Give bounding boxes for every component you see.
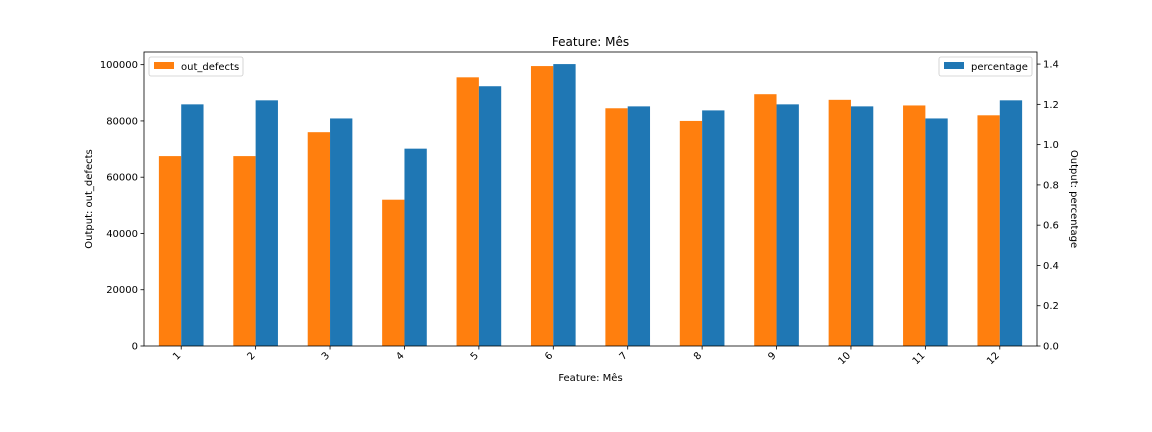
x-tick-label: 9: [766, 350, 778, 362]
bar-out-defects-3: [307, 132, 331, 346]
bar-out-defects-6: [530, 66, 554, 346]
plot-frame: [143, 51, 1038, 347]
bar-out-defects-12: [977, 115, 1000, 346]
left-y-axis: 0 20000 40000 60000 80000 100000: [100, 60, 144, 353]
bar-out-defects-7: [605, 108, 628, 346]
x-tick-label: 6: [543, 350, 555, 362]
bar-percentage-4: [404, 148, 427, 346]
bar-percentage-11: [925, 118, 948, 346]
percentage-bars: [181, 64, 1023, 347]
right-y-tick-label: 0.4: [1043, 261, 1059, 272]
legend-label-percentage: percentage: [971, 62, 1028, 73]
bar-percentage-6: [553, 64, 576, 347]
x-tick-label: 1: [171, 350, 183, 362]
x-tick-label: 12: [985, 350, 1002, 367]
legend-box: [148, 56, 244, 77]
bar-percentage-9: [776, 104, 799, 346]
chart-title: Feature: Mês: [552, 35, 629, 49]
right-y-tick-label: 0.0: [1043, 342, 1059, 353]
legend-label-out-defects: out_defects: [181, 62, 239, 73]
x-axis-label: Feature: Mês: [558, 372, 622, 384]
left-y-axis-label: Output: out_defects: [84, 149, 95, 248]
right-y-tick-label: 1.2: [1043, 100, 1059, 111]
x-tick-label: 11: [911, 350, 928, 367]
bar-percentage-12: [999, 100, 1023, 346]
x-tick-label: 2: [245, 350, 257, 362]
right-y-tick-label: 0.6: [1043, 221, 1059, 232]
right-y-tick-label: 1.4: [1043, 60, 1059, 71]
left-y-tick-label: 80000: [106, 116, 138, 127]
bar-out-defects-9: [754, 94, 777, 346]
bar-percentage-1: [181, 104, 204, 346]
bar-out-defects-1: [158, 156, 182, 346]
right-y-tick-label: 0.8: [1043, 180, 1059, 191]
legend-box: [938, 56, 1033, 77]
x-tick-label: 5: [469, 350, 481, 362]
left-y-tick-label: 0: [132, 342, 138, 353]
left-y-tick-label: 60000: [106, 173, 138, 184]
bar-percentage-8: [702, 110, 725, 346]
bar-percentage-10: [850, 106, 874, 346]
bar-out-defects-5: [456, 77, 479, 347]
out-defects-bars: [158, 66, 1000, 347]
x-tick-label: 7: [618, 350, 630, 362]
bar-out-defects-11: [903, 105, 926, 346]
bar-out-defects-2: [233, 156, 256, 346]
right-y-axis-label: Output: percentage: [1068, 150, 1079, 248]
right-y-tick-label: 1.0: [1043, 140, 1059, 151]
left-y-tick-label: 100000: [100, 60, 138, 71]
left-y-tick-label: 20000: [106, 285, 138, 296]
legend-swatch-out-defects: [154, 62, 174, 69]
legend-percentage: percentage: [938, 56, 1033, 77]
bar-percentage-5: [478, 86, 502, 346]
bar-percentage-2: [255, 100, 278, 346]
x-tick-label: 8: [692, 350, 704, 362]
x-axis: 1 2 3 4 5 6 7 8 9 10 11 12: [171, 346, 1002, 367]
bar-percentage-3: [330, 118, 353, 346]
right-y-axis: 0.0 0.2 0.4 0.6 0.8 1.0 1.2 1.4: [1037, 60, 1059, 353]
left-y-tick-label: 40000: [106, 229, 138, 240]
right-y-tick-label: 0.2: [1043, 301, 1059, 312]
bar-percentage-7: [627, 106, 651, 346]
x-tick-label: 4: [394, 350, 406, 362]
legend-swatch-percentage: [944, 62, 964, 69]
bar-out-defects-8: [679, 120, 703, 347]
bar-out-defects-10: [828, 99, 851, 346]
bar-out-defects-4: [382, 199, 405, 346]
x-tick-label: 10: [836, 350, 853, 367]
x-tick-label: 3: [320, 350, 332, 362]
legend-out-defects: out_defects: [148, 56, 244, 77]
